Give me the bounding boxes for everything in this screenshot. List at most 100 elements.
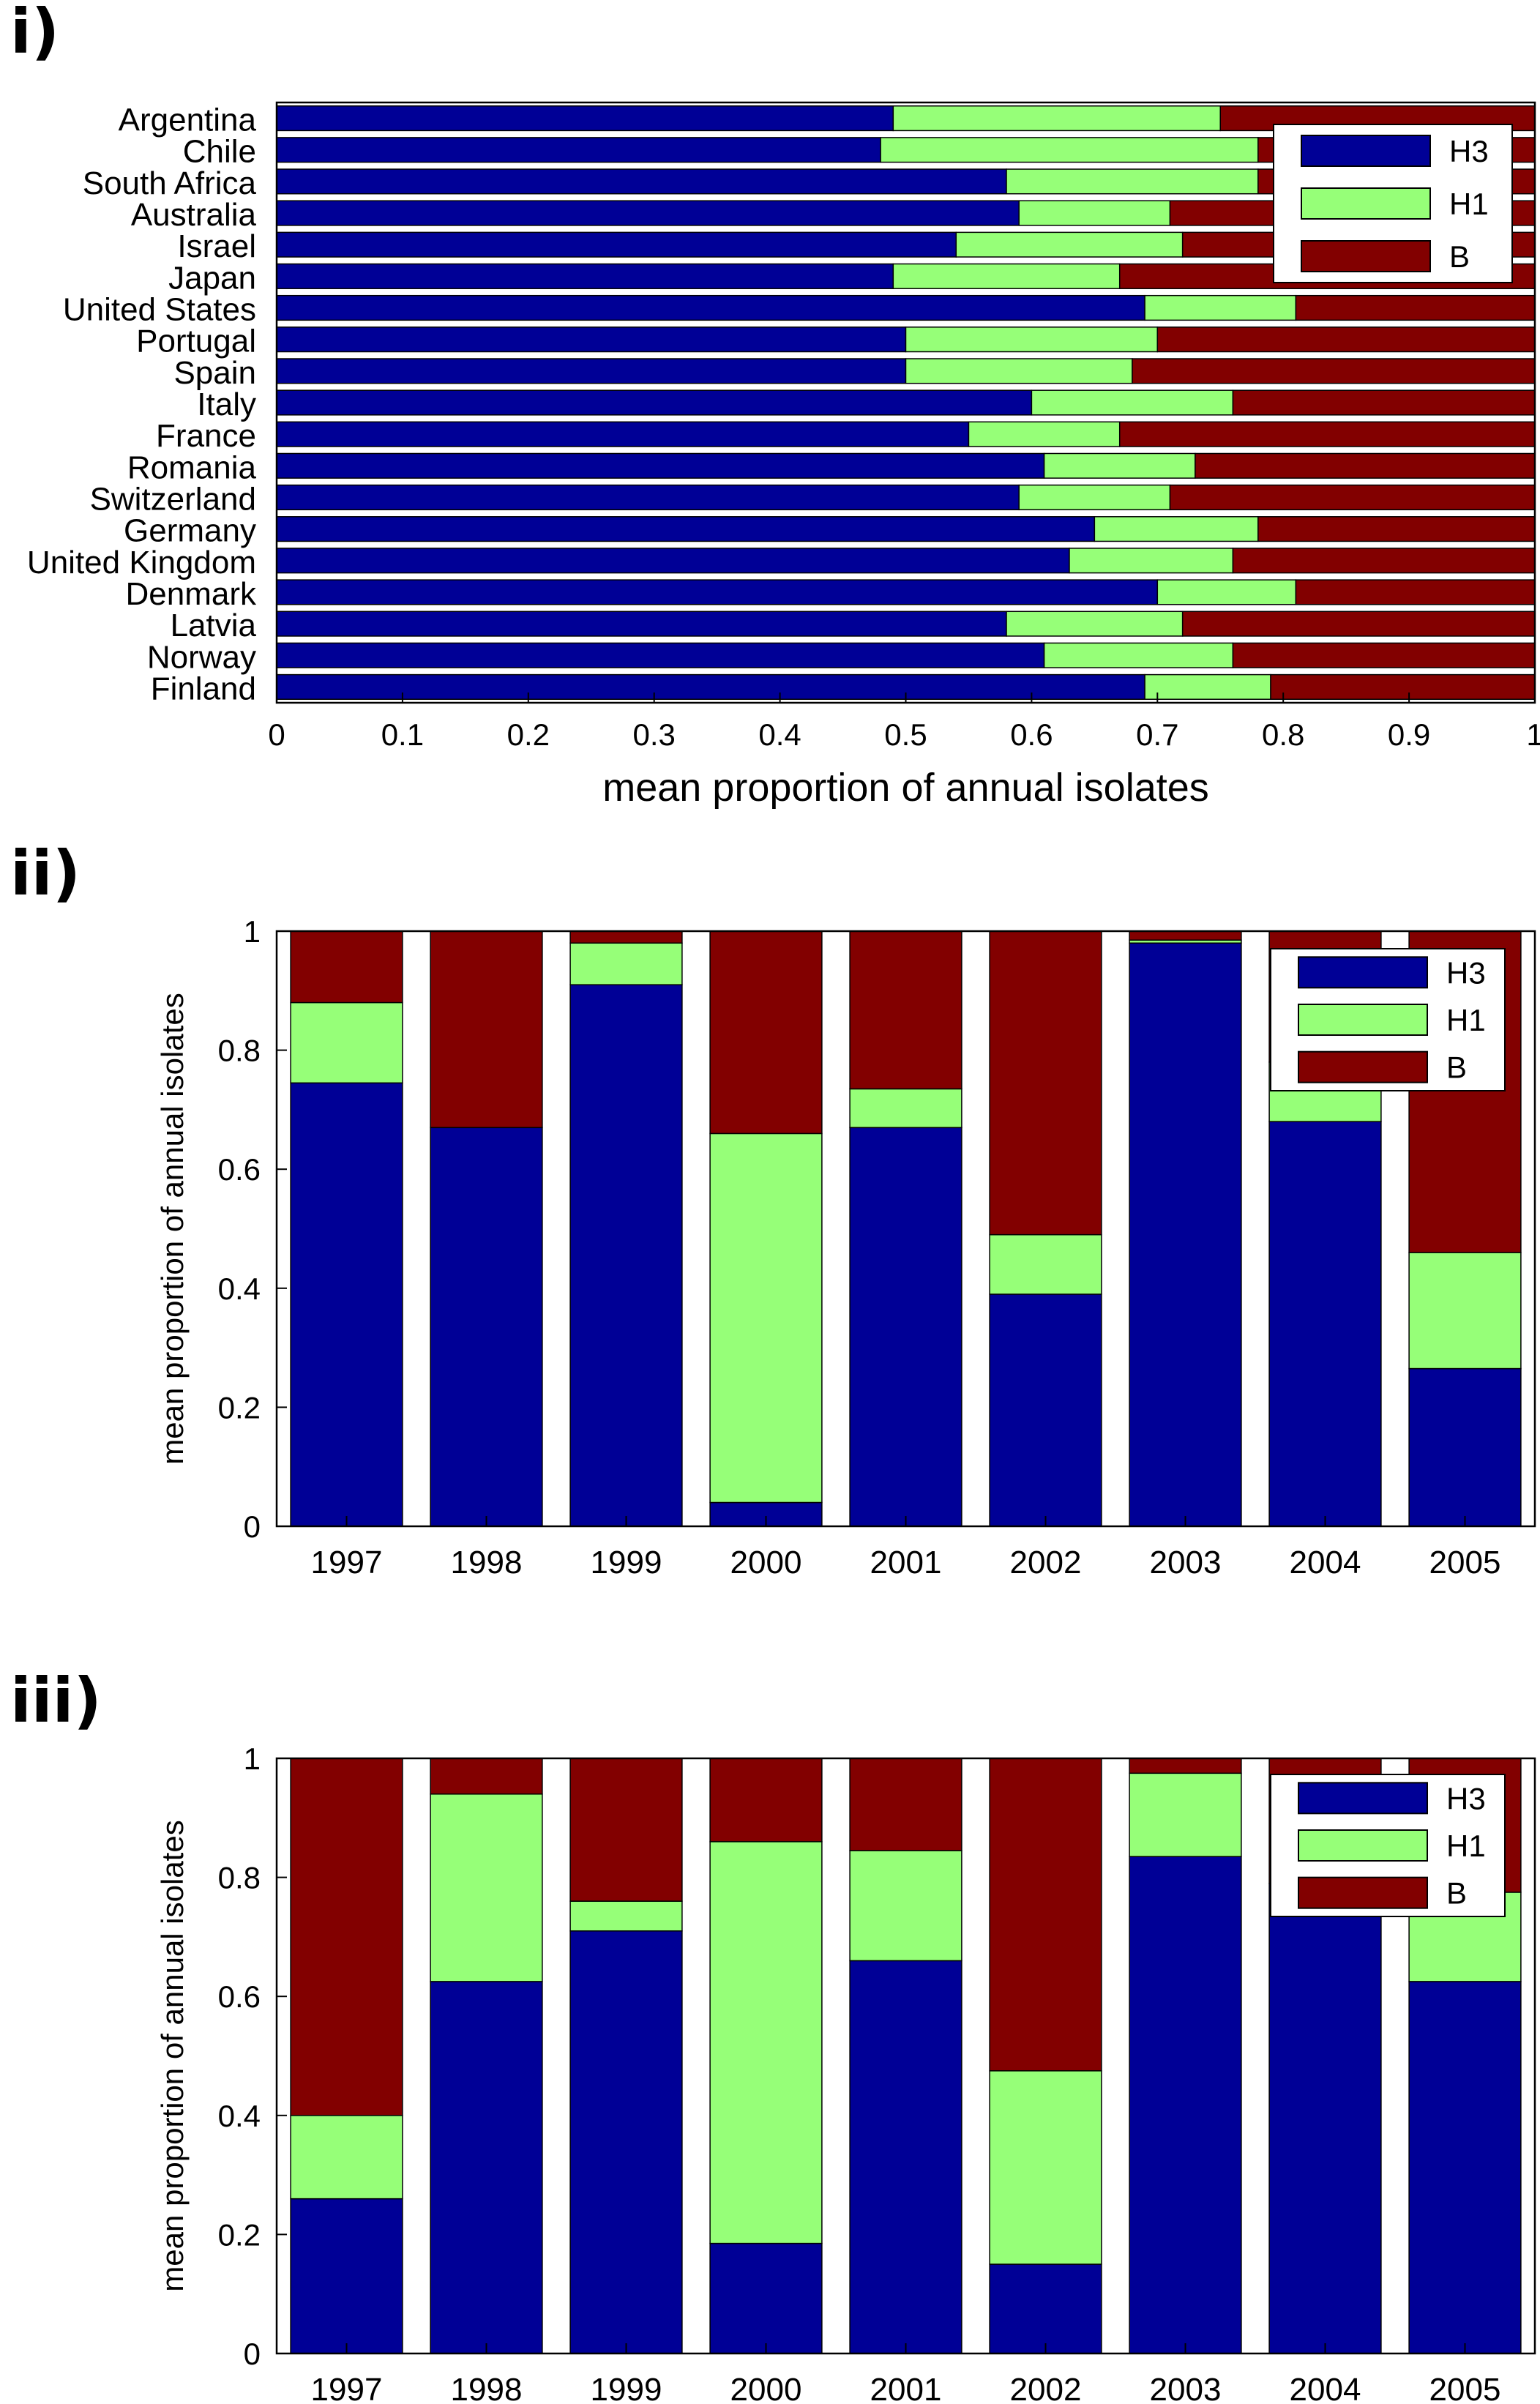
legend-label-h3: H3 [1446,1781,1486,1815]
bar-denmark-h1 [1156,579,1297,605]
bar-spain-h1 [905,358,1133,384]
legend-label-h3: H3 [1446,955,1486,990]
y-tick-label-united-states: United States [63,292,256,328]
bar-2001-h3 [849,1127,962,1527]
bar-1997-h3 [290,2198,403,2354]
bar-romania-b [1195,452,1536,479]
x-tick-label: 0.5 [884,717,927,752]
y-tick-label: 0.8 [218,1861,261,1895]
bar-finland-h1 [1144,673,1271,701]
y-tick-label-italy: Italy [197,387,256,422]
bar-norway-h3 [276,642,1045,668]
x-tick-label: 0.2 [507,717,550,752]
legend-swatch-h1 [1298,1829,1428,1862]
y-tick-label-south-africa: South Africa [83,165,257,201]
bar-2002-h1 [989,2070,1102,2265]
y-tick-label-united-kingdom: United Kingdom [27,545,256,581]
bar-2004-h3 [1268,1121,1382,1527]
x-tick-label-2000: 2000 [730,1545,802,1580]
y-tick-label: 0.6 [218,1152,261,1187]
x-tick-label: 0.3 [633,717,676,752]
y-tick-label-israel: Israel [177,228,256,264]
bar-united-states-h3 [276,294,1145,321]
bar-argentina-h3 [276,105,894,132]
y-tick-label-portugal: Portugal [136,324,256,359]
bar-1999-h1 [569,942,683,985]
bar-united-states-h1 [1144,294,1297,321]
y-tick-label-japan: Japan [168,260,256,296]
x-tick-label-1999: 1999 [591,1545,662,1580]
bar-2000-h1 [709,1841,823,2244]
bar-2002-h1 [989,1233,1102,1295]
bar-france-b [1118,421,1536,447]
bar-1997-h3 [290,1082,403,1527]
bar-2002-b [989,930,1102,1236]
legend-swatch-h3 [1298,956,1428,989]
bar-australia-h1 [1018,200,1171,226]
bar-2002-h3 [989,1294,1102,1527]
bar-2000-h1 [709,1132,823,1504]
y-tick-label-finland: Finland [151,671,256,706]
x-axis-label: mean proportion of annual isolates [602,766,1209,810]
x-tick-label-2001: 2001 [870,2372,942,2404]
bar-2000-b [709,930,823,1135]
x-tick-label: 0 [268,717,285,752]
x-tick-label-1997: 1997 [311,2372,383,2404]
legend-swatch-b [1298,1876,1428,1909]
bar-2003-h3 [1129,942,1242,1527]
legend-swatch-h3 [1298,1782,1428,1815]
y-tick-label-germany: Germany [124,513,256,549]
bar-italy-h3 [276,389,1033,416]
y-tick-label: 0.8 [218,1034,261,1068]
x-tick-label-2005: 2005 [1429,2372,1501,2404]
bar-2003-b [1129,1758,1242,1774]
bar-1997-h1 [290,1001,403,1084]
bar-1999-h3 [569,1930,683,2354]
bar-1997-h1 [290,2115,403,2200]
x-tick-label: 0.7 [1136,717,1178,752]
bar-1999-h1 [569,1900,683,1932]
bar-1999-b [569,930,683,944]
x-tick-label: 0.4 [758,717,801,752]
bar-2001-h1 [849,1088,962,1129]
bar-italy-b [1232,389,1536,416]
chart-yearly-proportions-ii: 1997 1998 1999 2000 2001 2002 2003 2004 2005 0 0.2… [155,914,1536,1580]
x-tick-label-1998: 1998 [451,2372,523,2404]
bar-denmark-h3 [276,579,1159,605]
bar-2000-h3 [709,2242,823,2354]
bar-switzerland-h1 [1018,484,1171,511]
bar-latvia-h3 [276,611,1007,637]
bar-united-states-b [1295,294,1536,321]
legend-swatch-h1 [1301,187,1431,220]
bar-1998-h1 [430,1793,543,1982]
panel-label-i: i) [10,0,59,67]
bar-2005-h1 [1408,1252,1522,1370]
bar-japan-h1 [892,263,1121,289]
bar-germany-b [1257,516,1536,542]
bar-norway-b [1232,642,1536,668]
bar-finland-h3 [276,673,1145,701]
bar-france-h3 [276,421,970,447]
x-tick-label-2004: 2004 [1290,1545,1361,1580]
bar-2005-h3 [1408,1367,1522,1527]
y-tick-label: 0 [244,1509,261,1544]
bar-2003-h3 [1129,1856,1242,2354]
bar-2001-h1 [849,1850,962,1962]
y-tick-label-switzerland: Switzerland [90,481,256,517]
legend-swatch-b [1298,1050,1428,1083]
bar-norway-h1 [1043,642,1234,668]
x-tick-label: 0.9 [1388,717,1430,752]
bar-2005-h3 [1408,1981,1522,2354]
y-tick-label: 0.4 [218,1272,261,1306]
x-tick-label-2003: 2003 [1150,1545,1222,1580]
y-tick-label: 0.4 [218,2099,261,2133]
x-tick-label-1998: 1998 [451,1545,523,1580]
bar-1998-b [430,930,543,1129]
bar-israel-h3 [276,231,957,258]
y-tick-label: 0.6 [218,1979,261,2014]
bar-portugal-h3 [276,326,907,353]
y-tick-label: 0 [244,2337,261,2371]
bar-germany-h3 [276,516,1096,542]
x-tick-label: 0.6 [1010,717,1053,752]
